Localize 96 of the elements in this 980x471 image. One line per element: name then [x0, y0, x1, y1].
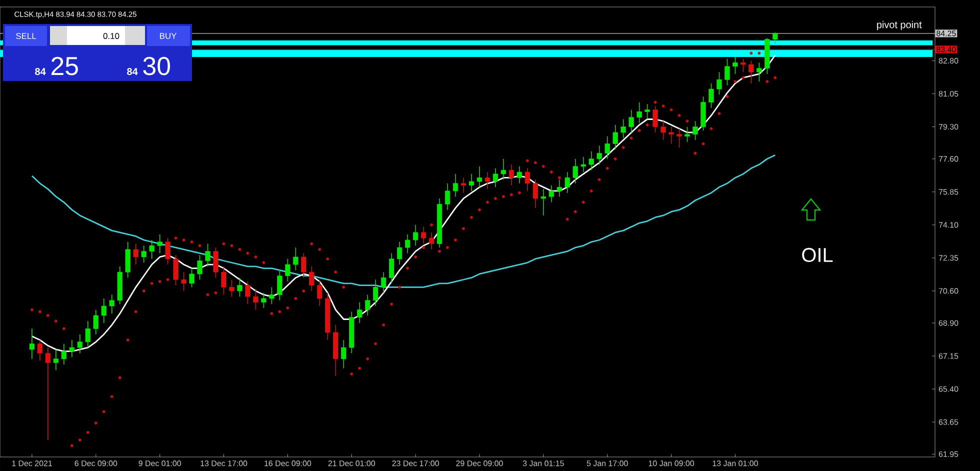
band-label: pivot point [877, 20, 922, 30]
candlestick [476, 166, 482, 188]
candlestick [572, 158, 578, 184]
candlestick [524, 168, 530, 192]
candlestick [540, 188, 546, 216]
candlestick [277, 270, 282, 301]
candlestick [205, 243, 210, 267]
candlestick [301, 252, 306, 278]
candlestick [173, 254, 178, 286]
candlestick [189, 268, 194, 288]
candlestick [516, 166, 522, 184]
candlestick [716, 72, 722, 96]
candlestick [37, 340, 43, 362]
candlestick [53, 349, 59, 371]
candlestick [748, 60, 754, 84]
annotation: 84 [127, 68, 138, 76]
annotation: 84 [35, 68, 46, 76]
candlestick [253, 288, 258, 310]
candlestick [69, 340, 75, 358]
candlestick [181, 272, 186, 292]
candlestick [93, 309, 99, 335]
candlestick [221, 266, 226, 296]
candlestick [692, 120, 698, 140]
candlestick [668, 126, 674, 144]
candlestick [452, 174, 458, 198]
candlestick [684, 126, 690, 142]
candlestick [261, 292, 266, 308]
candlestick [285, 258, 290, 282]
candlestick [309, 266, 314, 292]
candlestick [588, 150, 594, 171]
candlestick [365, 294, 370, 316]
candlestick [604, 136, 610, 160]
candlestick [556, 179, 562, 198]
candlestick [341, 340, 346, 369]
candlestick [580, 156, 586, 172]
candlestick [636, 102, 642, 124]
candlestick [460, 177, 466, 194]
candlestick [157, 234, 162, 254]
candlestick [213, 247, 218, 278]
text: OIL [802, 248, 833, 262]
candlestick [357, 302, 362, 324]
candlestick [229, 279, 234, 298]
candlestick [404, 234, 410, 254]
candlestick [428, 232, 434, 250]
candlestick [492, 168, 498, 188]
candlestick [508, 164, 514, 186]
candlestick [620, 118, 626, 139]
candlestick [660, 120, 666, 140]
candlestick [724, 58, 730, 86]
candlestick [644, 104, 650, 120]
candlestick [133, 243, 138, 265]
candlestick [708, 82, 714, 108]
candlestick [468, 174, 474, 192]
candlestick [373, 279, 378, 306]
candlestick [484, 172, 490, 190]
candlestick [85, 320, 91, 348]
candlestick [77, 334, 83, 354]
candlestick [652, 106, 658, 133]
candlestick [420, 226, 426, 244]
candlestick [732, 56, 738, 74]
candlestick [500, 158, 506, 180]
candlestick [756, 62, 762, 82]
candlestick [45, 347, 51, 440]
candlestick [676, 128, 682, 148]
candlestick [564, 172, 570, 194]
candlestick [596, 145, 602, 165]
candlestick [125, 241, 130, 278]
candlestick [548, 184, 554, 203]
candlestick [141, 245, 146, 264]
candlestick [101, 298, 106, 324]
candlestick [444, 182, 450, 210]
annotation: BUY [160, 33, 177, 39]
annotation: 30 [143, 56, 170, 76]
candlestick [412, 224, 418, 246]
annotation: 25 [52, 56, 78, 76]
candlestick [61, 343, 67, 365]
candlestick [628, 109, 634, 133]
candlestick [293, 247, 298, 271]
candlestick [532, 179, 538, 208]
candlestick [149, 240, 154, 260]
candlestick [772, 32, 778, 44]
annotation: SELL [16, 32, 36, 39]
candlestick [269, 286, 274, 305]
candlestick [29, 328, 35, 360]
candlestick [388, 252, 394, 284]
candlestick [245, 281, 250, 305]
candlestick [381, 272, 386, 294]
candlestick [612, 124, 618, 150]
candlestick [109, 294, 114, 314]
candlestick [740, 58, 746, 72]
candlestick [197, 254, 202, 280]
candlestick [317, 279, 322, 306]
candlestick [165, 238, 170, 265]
annotation: 0.10 [103, 32, 120, 39]
candlestick [237, 277, 242, 298]
candlestick [396, 241, 402, 265]
